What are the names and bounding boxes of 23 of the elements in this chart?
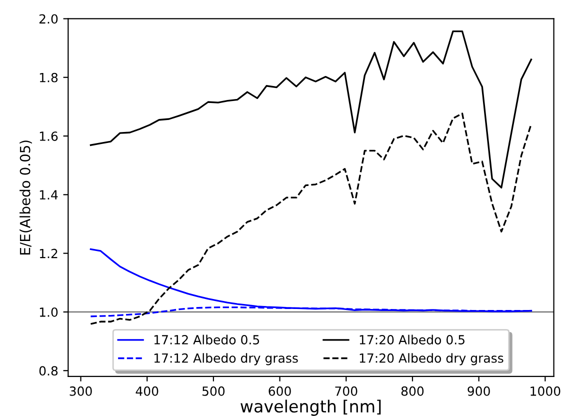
line-series <box>90 30 532 188</box>
legend-label: 17:20 Albedo 0.5 <box>360 334 464 344</box>
x-axis-title: wavelength [nm] <box>240 400 381 416</box>
x-tick-label: 400 <box>136 386 158 396</box>
y-tick-label: 1.2 <box>40 248 58 258</box>
x-tick-label: 500 <box>202 386 225 396</box>
line-series <box>90 112 532 325</box>
x-tick-label: 800 <box>401 386 424 396</box>
y-tick-label: 1.4 <box>40 190 58 200</box>
y-axis-title: E/E(Albedo 0.05) <box>20 140 32 254</box>
y-tick-label: 2.0 <box>39 14 58 24</box>
legend-label: 17:12 Albedo 0.5 <box>154 334 260 344</box>
y-tick-label: 1.0 <box>40 307 58 317</box>
x-tick-label: 300 <box>70 386 92 396</box>
y-tick-label: 1.8 <box>40 72 58 82</box>
legend-label: 17:12 Albedo dry grass <box>154 353 298 366</box>
legend-label: 17:20 Albedo dry grass <box>360 353 504 366</box>
x-tick-label: 700 <box>335 386 358 396</box>
x-tick-label: 900 <box>468 386 490 396</box>
x-tick-label: 1000 <box>530 386 560 396</box>
x-tick-label: 600 <box>268 386 291 396</box>
y-tick-label: 1.6 <box>40 131 58 141</box>
y-tick-label: 0.8 <box>39 366 58 376</box>
